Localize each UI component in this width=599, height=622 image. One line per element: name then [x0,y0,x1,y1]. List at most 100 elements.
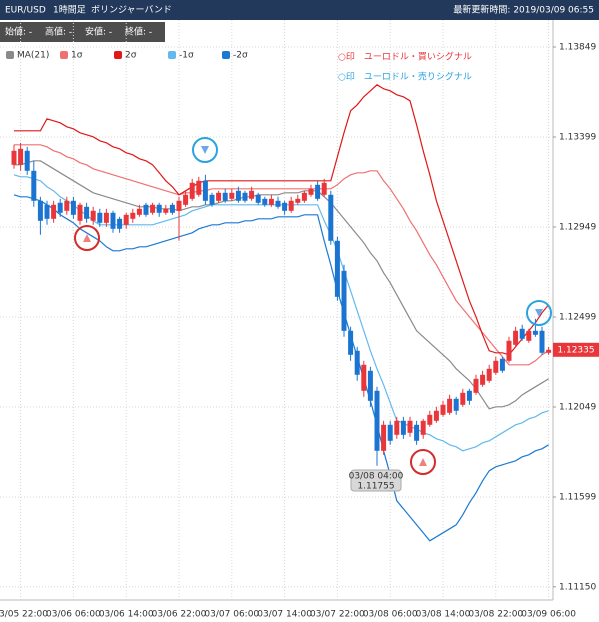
y-tick-label: 1.12499 [559,313,596,323]
candle-body [440,404,446,415]
legend-swatch [168,51,176,59]
candle-body [420,420,426,435]
candle-body [295,198,301,203]
legend-swatch [6,51,14,59]
candle-body [222,192,228,201]
candle-body [486,368,492,381]
candle-body [110,212,116,229]
y-tick-label: 1.11150 [559,582,596,592]
sell-signal [526,300,552,326]
annotation: ○印 ユーロドル・売りシグナル [338,71,472,83]
candle-body [453,398,459,411]
candle-body [229,192,235,199]
candle-body [136,208,142,215]
candle-body [308,188,314,195]
candle-body [506,340,512,361]
buy-arrow [83,234,91,242]
candle-body [348,330,354,355]
candle-body [97,212,103,223]
candle-body [480,374,486,385]
y-tick-label: 1.11599 [559,493,596,503]
candle-body [268,198,274,205]
candle-body [37,200,43,221]
candle-body [57,202,63,213]
annotation: ○印 ユーロドル・買いシグナル [338,51,472,63]
updated: 最新更新時間: 2019/03/09 06:55 [453,4,594,16]
ohlc-label: 高値: - [45,26,72,38]
legend-label: 1σ [71,51,83,61]
y-tick-label: 1.12049 [559,403,596,413]
sell-arrow [201,146,209,154]
plot [0,20,553,600]
candle-body [387,424,393,441]
buy-arrow [419,458,427,466]
ohlc-bar [0,22,165,42]
tooltip-time: 03/08 04:00 [349,472,404,482]
candle-body [414,424,420,441]
x-tick-label: 03/08 14:00 [416,610,471,620]
candle-body [202,180,208,201]
candle-body [262,198,268,205]
legend-label: -2σ [233,51,248,61]
candle-body [354,350,360,375]
candle-body [84,206,90,219]
tooltip-value: 1.11755 [357,482,394,492]
candle-body [400,420,406,435]
candle-body [196,180,202,195]
candle-body [282,202,288,211]
y-tick-label: 1.13399 [559,133,596,143]
x-tick-label: 03/07 14:00 [257,610,312,620]
ohlc-label: 終値: - [125,26,152,38]
sell-arrow [535,309,543,317]
x-tick-label: 03/07 22:00 [310,610,365,620]
buy-signal [410,449,436,475]
candle-body [70,200,76,215]
candle-body [539,330,545,353]
candle-body [209,194,215,205]
candle-body [176,200,182,211]
header-bar [0,0,599,20]
candle-body [44,204,50,219]
band-line [14,144,549,366]
candle-body [288,200,294,211]
candle-body [77,204,83,221]
candle-body [447,398,453,413]
candle-body [473,378,479,393]
legend-label: 2σ [125,51,137,61]
x-tick-label: 03/08 06:00 [363,610,418,620]
y-tick-label: 1.13849 [559,43,596,53]
candle-body [249,190,255,199]
candle-body [381,424,387,451]
candle-body [18,148,24,165]
price-tag [553,342,599,357]
buy-signal [74,225,100,251]
candle-body [407,420,413,433]
candle-body [301,192,307,201]
pair: EUR/USD [5,6,46,16]
candle-body [315,184,321,199]
candle-body [427,414,433,425]
candle-body [526,330,532,341]
legend-label: -1σ [179,51,194,61]
legend-swatch [114,51,122,59]
candle-body [519,328,525,339]
candle-body [460,392,466,405]
legend-swatch [60,51,68,59]
candle-body [466,390,472,401]
candle-body [374,390,380,451]
candle-body [242,192,248,201]
x-tick-label: 03/07 06:00 [204,610,259,620]
candle-body [156,204,162,213]
candle-body [130,212,136,219]
candle-body [143,204,149,215]
timeframe: 1時間足 [53,5,86,16]
y-tick-label: 1.12949 [559,223,596,233]
band-line [14,84,550,356]
x-tick-label: 03/08 22:00 [468,610,523,620]
candle-body [51,204,57,219]
x-tick-label: 03/06 06:00 [46,610,101,620]
candle-body [64,200,70,211]
candle-body [183,194,189,205]
candle-body [163,208,169,213]
